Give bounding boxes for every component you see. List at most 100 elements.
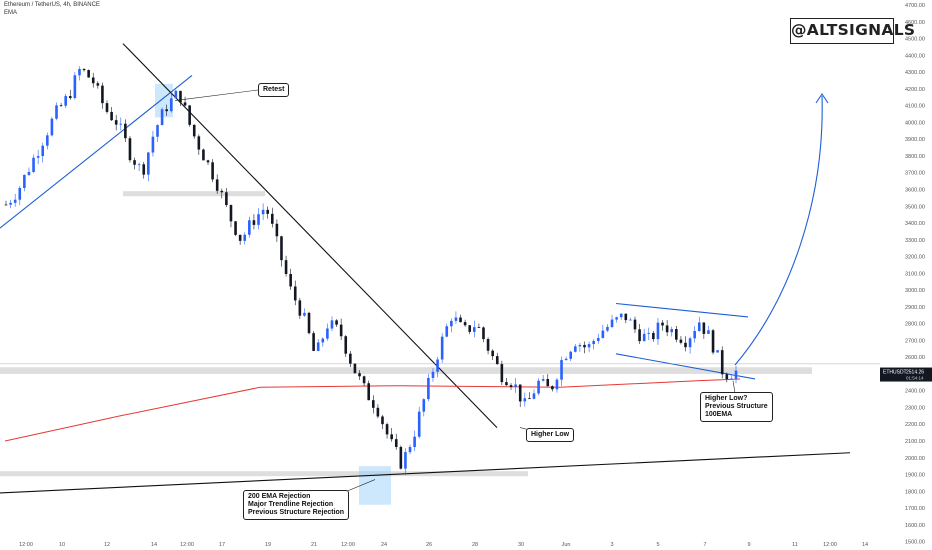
y-tick-label: 1600.00 [905,523,925,529]
candle-body [284,260,288,274]
candle-body [486,339,490,351]
candle-body [156,125,159,137]
trendlines [0,43,880,494]
candle-body [688,338,692,348]
wedge-lower-line [615,353,756,380]
candle-body [551,386,554,390]
y-tick-label: 2000.00 [905,456,925,462]
candle [96,81,100,89]
candle-body [684,342,687,348]
candle-body [661,322,664,326]
candle-body [321,338,325,343]
candle-body [105,103,109,112]
candle [734,365,738,384]
candle-body [537,380,540,394]
candle-body [693,331,696,339]
candle [697,316,701,332]
y-tick-label: 3600.00 [905,187,925,193]
candle [385,422,389,439]
callout-ema-rejection: 200 EMA Rejection Major Trendline Reject… [243,490,350,520]
candle [679,336,683,345]
y-tick-label: 4600.00 [905,20,925,26]
candle-body [560,360,563,380]
candle [596,333,600,344]
candle-body [137,164,141,166]
candle-body [619,313,623,318]
candle-body [192,124,196,137]
candle-body [46,135,49,146]
callout-higher-low: Higher Low [526,428,575,442]
candle-body [652,332,655,340]
candle [505,377,508,386]
candle-body [165,109,168,112]
candle-body [422,399,426,412]
y-tick-label: 3800.00 [905,154,925,160]
candle-body [110,111,113,121]
candle [711,329,715,355]
candle-body [147,152,150,175]
candle [275,219,279,242]
candle [206,159,210,166]
candle [73,72,77,100]
candle [330,316,334,332]
candle [261,203,265,221]
candle [399,445,403,470]
candle-body [518,384,522,402]
symbol-title: Ethereum / TetherUS, 4h, BINANCE [4,2,100,8]
candle [642,328,646,342]
candle [349,350,352,368]
candle-body [349,353,352,364]
candle-body [151,136,155,153]
x-tick-label: 10 [59,542,65,548]
y-tick-label: 4100.00 [905,104,925,110]
candle-body [50,118,54,136]
candle [587,341,591,353]
candle [335,319,338,327]
candle-body [128,138,132,161]
candle-body [454,317,458,321]
candles [4,66,738,476]
candle [36,149,40,165]
candle [670,326,674,337]
candle-body [477,327,481,329]
candle-body [339,324,343,337]
x-axis-ticks: 12:00 10 12 14 12:00 17 19 21 12:00 24 26 28 30 Jun 3 5… [19,542,868,548]
candle [509,383,513,390]
candle [619,313,623,320]
candle-body [385,424,389,435]
rejection-pointer [344,479,376,493]
candle [87,69,90,78]
candle-body [505,382,508,386]
candle [574,344,577,353]
y-tick-label: 2400.00 [905,389,925,395]
candle [427,373,430,402]
candle-body [133,160,136,165]
price-axis: 4700.00 4600.00 4500.00 4400.00 4300.00 4200.… [905,3,925,546]
candle [326,323,329,341]
candle-body [725,374,729,380]
candle-body [555,379,559,390]
candle-body [440,336,444,360]
callout-retest: Retest [258,83,290,97]
candle-body [358,373,361,377]
candle-body [610,319,614,327]
candle-body [528,398,531,400]
candle [133,157,136,170]
candle [257,208,260,230]
candle-body [720,350,724,375]
candle-body [303,312,306,316]
candle-body [316,342,320,351]
candle-body [293,286,297,301]
candle [422,398,426,417]
candle [101,82,104,109]
candle-body [436,359,439,372]
candle [119,117,123,131]
candle [225,187,228,207]
candle [59,103,63,107]
candle [293,280,297,306]
y-tick-label: 2100.00 [905,439,925,445]
candle-body [169,98,173,112]
candle [78,66,81,81]
candle [707,325,710,334]
